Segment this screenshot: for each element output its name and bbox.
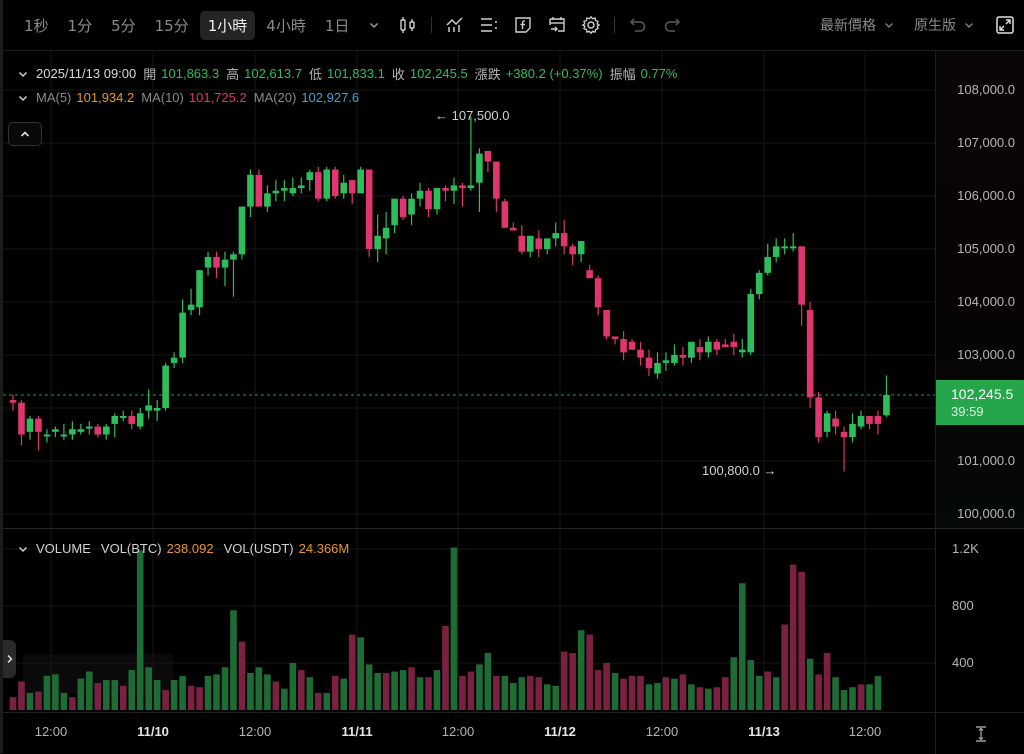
timeframe-1s[interactable]: 1秒: [24, 16, 49, 35]
vol-usdt-value: 24.366M: [298, 541, 350, 556]
left-rail: [0, 0, 3, 753]
candle-countdown: 39:59: [951, 404, 984, 419]
undo-icon[interactable]: [627, 14, 649, 36]
vol-btc-label: VOL(BTC): [100, 541, 162, 556]
price-tick-label: 106,000.0: [957, 188, 1015, 203]
high-price-marker: ← 107,500.0: [435, 108, 510, 123]
amplitude-label: 振幅: [609, 68, 636, 83]
chart-version-dropdown[interactable]: 原生版: [914, 15, 974, 35]
vol-btc-value: 238.092: [166, 541, 214, 556]
chevron-down-icon: [885, 23, 893, 28]
volume-tick-label: 1.2K: [952, 541, 979, 556]
price-axis[interactable]: 108,000.0 107,000.0 106,000.0 105,000.0 104,…: [935, 51, 1024, 528]
close-value: 102,245.5: [409, 66, 468, 81]
chart-version-label: 原生版: [914, 18, 956, 34]
toolbar-divider: [431, 17, 433, 33]
function-icon[interactable]: [512, 14, 534, 36]
settings-icon[interactable]: [580, 14, 602, 36]
close-label: 收: [391, 68, 405, 83]
price-chart-pane[interactable]: [3, 51, 935, 528]
volume-tick-label: 400: [952, 655, 974, 670]
candle-type-icon[interactable]: [397, 14, 419, 36]
volume-chart-pane[interactable]: [3, 529, 935, 712]
timeframe-4h[interactable]: 4小時: [266, 16, 306, 35]
time-tick-label: 11/12: [544, 724, 576, 739]
chevron-down-icon[interactable]: [16, 91, 30, 105]
timeframe-15m[interactable]: 15分: [154, 16, 189, 35]
chevron-up-icon: [20, 131, 30, 137]
toolbar-right: 最新價格 原生版: [820, 0, 1024, 50]
ma10-label: MA(10): [141, 90, 184, 105]
timeframe-1d[interactable]: 1日: [324, 16, 350, 35]
timeframe-5m[interactable]: 5分: [111, 16, 136, 35]
time-tick-label: 12:00: [238, 724, 272, 739]
calendar-replay-icon[interactable]: [546, 14, 568, 36]
price-tick-label: 100,000.0: [957, 506, 1015, 521]
time-tick-label: 11/11: [341, 724, 373, 739]
timeframe-1m[interactable]: 1分: [67, 16, 93, 35]
time-axis[interactable]: 12:00 11/10 12:00 11/11 12:00 11/12 12:00 11/13…: [3, 712, 935, 754]
fullscreen-icon[interactable]: [994, 14, 1016, 36]
price-tick-label: 101,000.0: [957, 453, 1015, 468]
amplitude-value: 0.77%: [640, 66, 678, 81]
high-label: 高: [226, 68, 240, 83]
volume-axis[interactable]: 1.2K 800 400: [935, 529, 1024, 712]
ohlc-legend: 2025/11/13 09:00 開 101,863.3 高 102,613.7…: [16, 64, 677, 83]
price-tick-label: 105,000.0: [957, 241, 1015, 256]
volume-tick-label: 800: [952, 598, 974, 613]
open-label: 開: [143, 68, 157, 83]
ma-legend: MA(5) 101,934.2 MA(10) 101,725.2 MA(20) …: [16, 90, 359, 105]
change-value: +380.2 (+0.37%): [505, 66, 603, 81]
low-label: 低: [308, 68, 322, 83]
change-label: 漲跌: [474, 68, 501, 83]
fit-vertical-icon: [975, 725, 986, 742]
time-tick-label: 12:00: [848, 724, 882, 739]
price-tick-label: 107,000.0: [957, 135, 1015, 150]
ma5-value: 101,934.2: [76, 90, 135, 105]
chevron-down-icon[interactable]: [16, 542, 30, 556]
price-tick-label: 103,000.0: [957, 347, 1015, 362]
current-price-tag: 102,245.5 39:59: [936, 380, 1024, 425]
time-tick-label: 12:00: [34, 724, 68, 739]
drawing-list-icon[interactable]: [478, 14, 500, 36]
toolbar-divider: [614, 17, 616, 33]
time-tick-label: 11/10: [137, 724, 169, 739]
toolbar: 1秒 1分 5分 15分 1小時 4小時 1日: [0, 0, 1024, 51]
auto-scale-button[interactable]: [935, 712, 1024, 754]
time-tick-label: 12:00: [645, 724, 679, 739]
vol-usdt-label: VOL(USDT): [223, 541, 294, 556]
high-value: 102,613.7: [244, 66, 302, 81]
volume-title: VOLUME: [36, 541, 91, 556]
chevron-down-icon: [965, 23, 973, 28]
chevron-down-icon[interactable]: [16, 67, 30, 81]
price-tick-label: 108,000.0: [957, 82, 1015, 97]
redo-icon[interactable]: [661, 14, 683, 36]
ma20-value: 102,927.6: [301, 90, 360, 105]
volume-legend: VOLUME VOL(BTC) 238.092 VOL(USDT) 24.366…: [16, 541, 349, 556]
low-value: 101,833.1: [326, 66, 385, 81]
price-source-label: 最新價格: [820, 18, 876, 34]
ma5-label: MA(5): [36, 90, 72, 105]
ma10-value: 101,725.2: [188, 90, 247, 105]
open-value: 101,863.3: [161, 66, 220, 81]
collapse-legend-button[interactable]: [8, 122, 42, 146]
time-tick-label: 12:00: [441, 724, 475, 739]
price-tick-label: 104,000.0: [957, 294, 1015, 309]
chevron-right-icon: [6, 654, 13, 664]
candle-datetime: 2025/11/13 09:00: [36, 66, 137, 81]
more-timeframes-chevron-icon[interactable]: [363, 14, 385, 36]
pane-divider[interactable]: [3, 528, 1024, 529]
expand-sidebar-handle[interactable]: [3, 640, 16, 678]
indicators-icon[interactable]: [444, 14, 466, 36]
low-price-marker: 100,800.0 →: [702, 463, 777, 478]
volume-bar-chart: [3, 529, 935, 712]
time-tick-label: 11/13: [748, 724, 780, 739]
price-source-dropdown[interactable]: 最新價格: [820, 15, 894, 35]
candlestick-chart: [3, 51, 935, 528]
current-price: 102,245.5: [951, 386, 1014, 402]
ma20-label: MA(20): [253, 90, 297, 105]
timeframe-1h[interactable]: 1小時: [199, 10, 256, 40]
